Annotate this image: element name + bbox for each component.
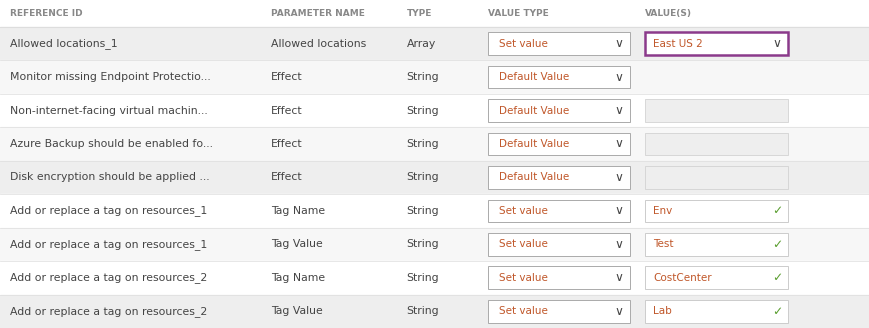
FancyBboxPatch shape <box>645 266 788 289</box>
Bar <box>0 194 869 228</box>
Text: VALUE TYPE: VALUE TYPE <box>488 9 549 18</box>
Text: Add or replace a tag on resources_1: Add or replace a tag on resources_1 <box>10 205 208 216</box>
Text: ∨: ∨ <box>614 104 623 117</box>
Text: ✓: ✓ <box>772 238 782 251</box>
Text: ∨: ∨ <box>614 171 623 184</box>
Text: ∨: ∨ <box>614 238 623 251</box>
Text: String: String <box>407 306 440 316</box>
FancyBboxPatch shape <box>488 300 630 323</box>
Text: Add or replace a tag on resources_2: Add or replace a tag on resources_2 <box>10 272 208 283</box>
Text: ✓: ✓ <box>772 305 782 318</box>
Text: Tag Name: Tag Name <box>271 206 325 216</box>
Text: ∨: ∨ <box>614 204 623 217</box>
Text: ∨: ∨ <box>614 305 623 318</box>
FancyBboxPatch shape <box>488 32 630 55</box>
Text: String: String <box>407 273 440 283</box>
Text: PARAMETER NAME: PARAMETER NAME <box>271 9 365 18</box>
Text: Set value: Set value <box>499 273 547 283</box>
Text: East US 2: East US 2 <box>653 39 703 49</box>
Bar <box>0 161 869 194</box>
Text: Test: Test <box>653 239 674 249</box>
Text: ∨: ∨ <box>614 37 623 50</box>
Text: Set value: Set value <box>499 39 547 49</box>
Text: Tag Name: Tag Name <box>271 273 325 283</box>
Text: Add or replace a tag on resources_2: Add or replace a tag on resources_2 <box>10 306 208 317</box>
Text: Add or replace a tag on resources_1: Add or replace a tag on resources_1 <box>10 239 208 250</box>
Bar <box>0 295 869 328</box>
Bar <box>0 60 869 94</box>
Text: Effect: Effect <box>271 72 302 82</box>
Text: Set value: Set value <box>499 306 547 316</box>
Text: ∨: ∨ <box>614 137 623 151</box>
Text: String: String <box>407 106 440 115</box>
Text: Effect: Effect <box>271 173 302 182</box>
Text: Tag Value: Tag Value <box>271 239 323 249</box>
FancyBboxPatch shape <box>488 233 630 256</box>
Text: CostCenter: CostCenter <box>653 273 712 283</box>
Text: String: String <box>407 72 440 82</box>
FancyBboxPatch shape <box>645 133 788 155</box>
Text: Azure Backup should be enabled fo...: Azure Backup should be enabled fo... <box>10 139 214 149</box>
Text: VALUE(S): VALUE(S) <box>645 9 692 18</box>
Text: Non-internet-facing virtual machin...: Non-internet-facing virtual machin... <box>10 106 209 115</box>
Bar <box>0 94 869 127</box>
Bar <box>0 27 869 60</box>
Bar <box>0 228 869 261</box>
Text: Default Value: Default Value <box>499 173 569 182</box>
Text: Default Value: Default Value <box>499 139 569 149</box>
Text: Array: Array <box>407 39 436 49</box>
Text: ∨: ∨ <box>773 37 781 50</box>
Text: String: String <box>407 239 440 249</box>
Text: Effect: Effect <box>271 139 302 149</box>
Bar <box>0 261 869 295</box>
FancyBboxPatch shape <box>645 99 788 122</box>
Text: Allowed locations: Allowed locations <box>271 39 367 49</box>
FancyBboxPatch shape <box>488 199 630 222</box>
FancyBboxPatch shape <box>488 99 630 122</box>
FancyBboxPatch shape <box>488 266 630 289</box>
Text: Set value: Set value <box>499 206 547 216</box>
FancyBboxPatch shape <box>645 199 788 222</box>
Text: TYPE: TYPE <box>407 9 432 18</box>
FancyBboxPatch shape <box>488 66 630 89</box>
Text: ✓: ✓ <box>772 204 782 217</box>
Text: String: String <box>407 139 440 149</box>
Text: String: String <box>407 206 440 216</box>
Text: ✓: ✓ <box>772 271 782 284</box>
Bar <box>0 127 869 161</box>
FancyBboxPatch shape <box>488 166 630 189</box>
Text: Allowed locations_1: Allowed locations_1 <box>10 38 118 49</box>
Text: Tag Value: Tag Value <box>271 306 323 316</box>
FancyBboxPatch shape <box>488 133 630 155</box>
FancyBboxPatch shape <box>645 233 788 256</box>
Text: Env: Env <box>653 206 673 216</box>
FancyBboxPatch shape <box>645 166 788 189</box>
FancyBboxPatch shape <box>645 300 788 323</box>
Text: String: String <box>407 173 440 182</box>
Text: Set value: Set value <box>499 239 547 249</box>
Text: Default Value: Default Value <box>499 72 569 82</box>
Text: Effect: Effect <box>271 106 302 115</box>
Text: REFERENCE ID: REFERENCE ID <box>10 9 83 18</box>
Text: Default Value: Default Value <box>499 106 569 115</box>
FancyBboxPatch shape <box>645 32 788 55</box>
Text: ∨: ∨ <box>614 271 623 284</box>
Text: ∨: ∨ <box>614 71 623 84</box>
Text: Lab: Lab <box>653 306 673 316</box>
Text: Monitor missing Endpoint Protectio...: Monitor missing Endpoint Protectio... <box>10 72 211 82</box>
Text: Disk encryption should be applied ...: Disk encryption should be applied ... <box>10 173 210 182</box>
